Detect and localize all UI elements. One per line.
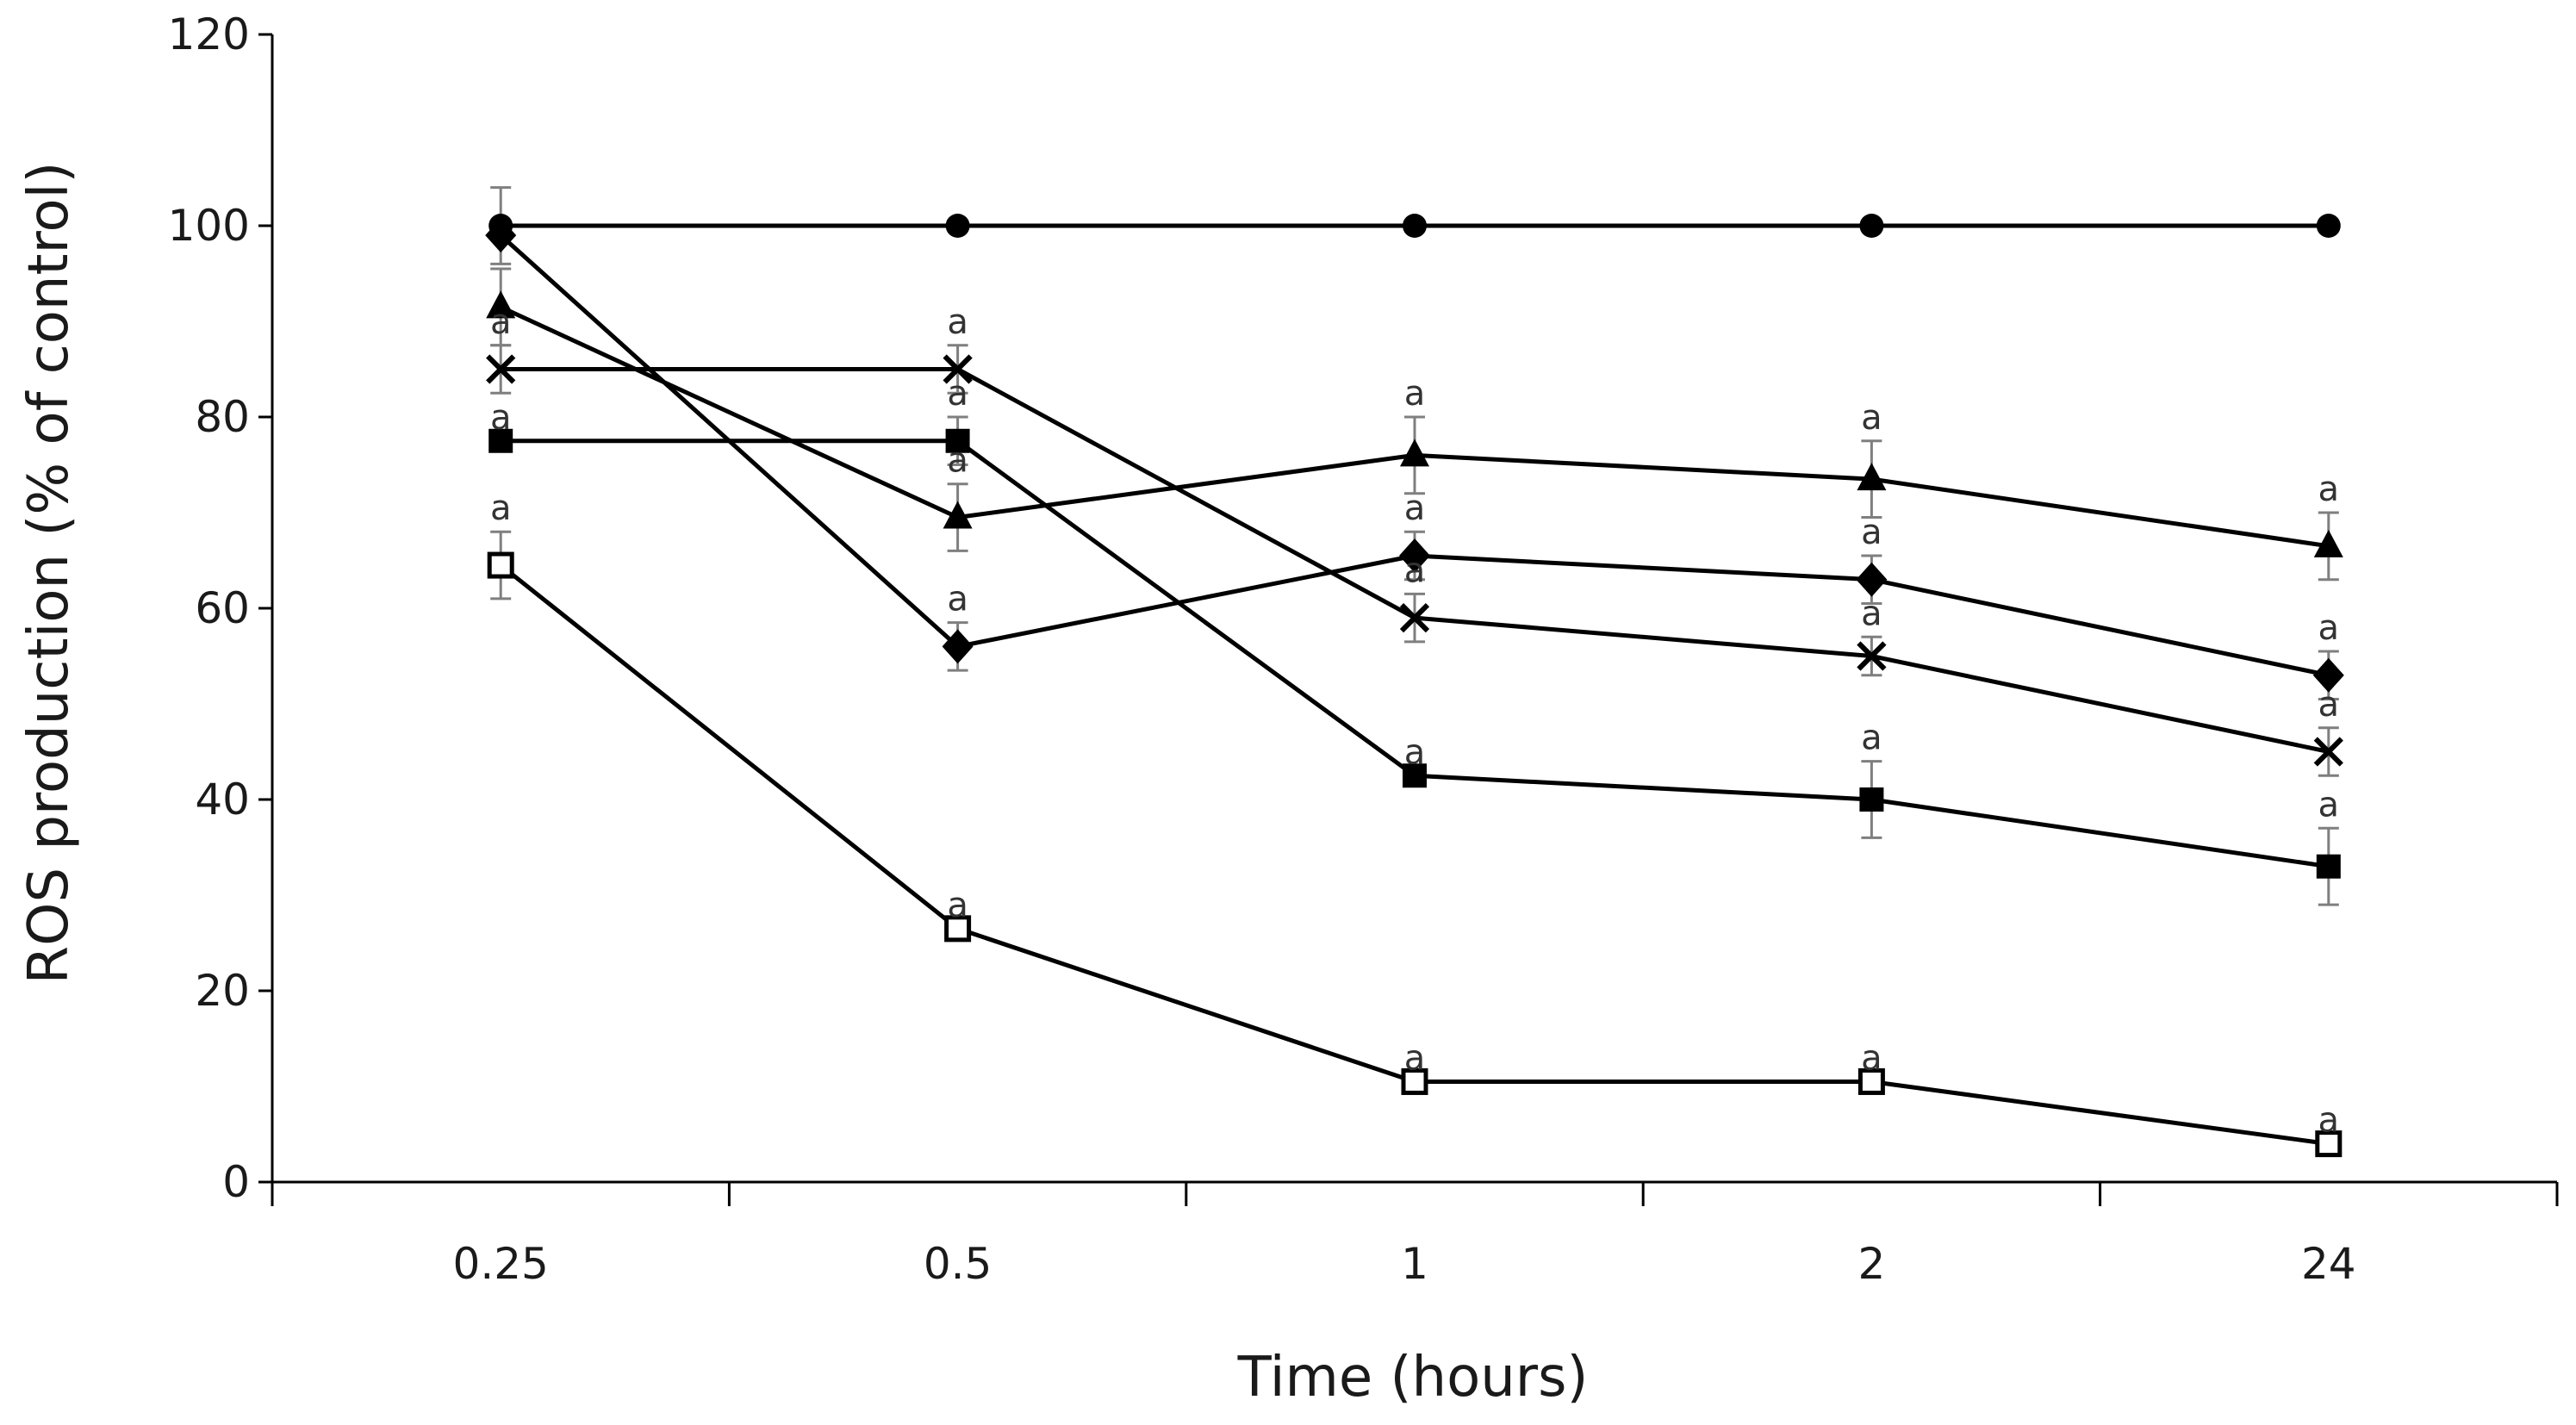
marker-cross bbox=[1399, 602, 1430, 633]
significance-label: a bbox=[2318, 1101, 2340, 1141]
significance-label: a bbox=[1861, 513, 1882, 552]
y-tick-label: 0 bbox=[222, 1157, 250, 1207]
significance-label: a bbox=[490, 302, 512, 342]
significance-label: a bbox=[1861, 594, 1882, 633]
marker-cross bbox=[2313, 737, 2343, 767]
marker-triangle bbox=[943, 501, 973, 529]
marker-diamond bbox=[942, 629, 974, 664]
significance-label: a bbox=[2318, 608, 2340, 648]
y-tick-label: 40 bbox=[195, 775, 250, 825]
x-tick-label: 1 bbox=[1401, 1239, 1428, 1289]
significance-label: a bbox=[1404, 488, 1426, 528]
significance-label: a bbox=[2318, 785, 2340, 825]
x-axis-title: Time (hours) bbox=[1237, 1346, 1589, 1409]
marker-diamond bbox=[1856, 562, 1888, 597]
marker-diamond bbox=[1399, 538, 1430, 573]
significance-label: a bbox=[947, 886, 968, 925]
marker-triangle bbox=[1400, 439, 1429, 467]
marker-open-square bbox=[1401, 1067, 1428, 1095]
marker-filled-square bbox=[2316, 854, 2341, 879]
series-markers bbox=[485, 214, 2344, 1158]
marker-filled-square bbox=[1403, 763, 1427, 788]
significance-label: a bbox=[1404, 551, 1426, 590]
marker-triangle bbox=[2313, 529, 2343, 557]
marker-triangle bbox=[1857, 463, 1887, 491]
marker-cross bbox=[943, 354, 973, 384]
significance-label: a bbox=[1404, 732, 1426, 772]
x-tick-label: 0.25 bbox=[453, 1239, 549, 1289]
significance-label: a bbox=[947, 374, 968, 414]
significance-label: a bbox=[490, 398, 512, 438]
significance-label: a bbox=[1861, 1038, 1882, 1078]
marker-circle bbox=[1403, 214, 1427, 238]
marker-diamond bbox=[2312, 657, 2344, 693]
x-tick-labels: 0.25 0.5 1 2 24 bbox=[453, 1239, 2356, 1289]
x-tick-label: 0.5 bbox=[924, 1239, 992, 1289]
significance-label: a bbox=[1404, 374, 1426, 414]
marker-open-square bbox=[487, 551, 514, 579]
significance-label: a bbox=[1861, 719, 1882, 758]
y-tick-label: 60 bbox=[195, 583, 250, 633]
significance-label: a bbox=[2318, 470, 2340, 509]
marker-circle bbox=[1859, 214, 1884, 238]
marker-filled-square bbox=[1859, 787, 1884, 812]
marker-triangle bbox=[486, 290, 516, 319]
marker-filled-square bbox=[488, 428, 513, 453]
x-tick-label: 24 bbox=[2301, 1239, 2356, 1289]
y-tick-label: 20 bbox=[195, 966, 250, 1016]
significance-label: a bbox=[490, 488, 512, 528]
marker-open-square bbox=[944, 915, 972, 943]
marker-diamond bbox=[485, 218, 517, 253]
significance-label: a bbox=[1861, 398, 1882, 438]
significance-label: a bbox=[2318, 685, 2340, 725]
significance-label: a bbox=[1404, 1038, 1426, 1078]
significance-label: a bbox=[947, 302, 968, 342]
axes bbox=[258, 33, 2559, 1206]
significance-label: a bbox=[947, 580, 968, 619]
marker-circle bbox=[945, 214, 970, 238]
marker-cross bbox=[1857, 641, 1887, 671]
marker-circle bbox=[2316, 214, 2341, 238]
marker-filled-square bbox=[945, 428, 970, 453]
x-tick-label: 2 bbox=[1857, 1239, 1885, 1289]
marker-cross bbox=[486, 354, 516, 384]
y-tick-label: 120 bbox=[168, 9, 250, 59]
y-tick-label: 100 bbox=[168, 201, 250, 251]
y-tick-labels: 0 20 40 60 80 100 120 bbox=[168, 9, 250, 1207]
y-tick-label: 80 bbox=[195, 392, 250, 442]
marker-open-square bbox=[1857, 1067, 1885, 1095]
y-axis-title: ROS production (% of control) bbox=[17, 162, 81, 985]
marker-open-square bbox=[2315, 1130, 2343, 1158]
significance-label: a bbox=[947, 441, 968, 481]
